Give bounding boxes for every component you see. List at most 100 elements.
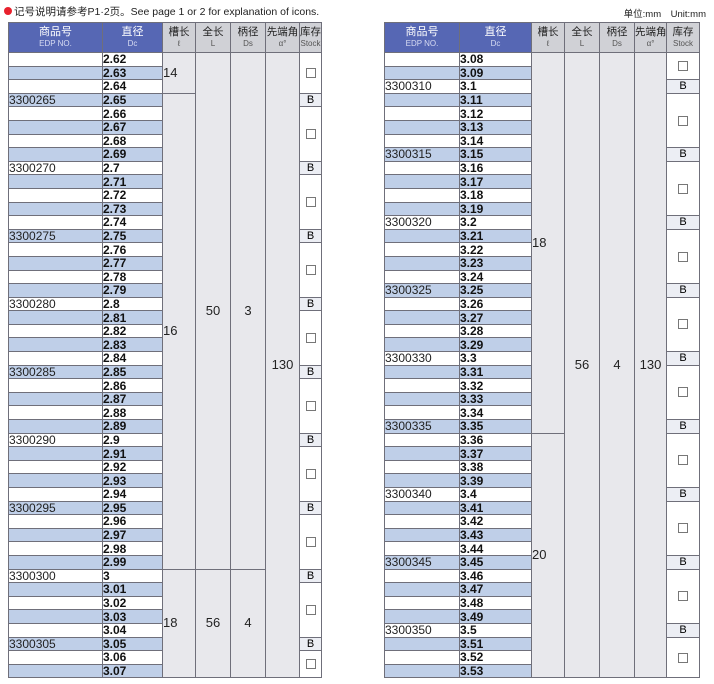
unit-label: 单位:mm Unit:mm bbox=[623, 9, 706, 20]
edp-number-cell bbox=[384, 119, 460, 135]
stock-status-cell bbox=[666, 51, 700, 81]
diameter-cell: 3.27 bbox=[459, 310, 532, 325]
stock-checkbox-icon bbox=[305, 129, 316, 140]
edp-number-cell bbox=[8, 554, 103, 570]
edp-number-cell bbox=[8, 255, 103, 271]
flute-length-cell: 20 bbox=[531, 432, 565, 679]
col-stock-header-zh: 库存 bbox=[300, 25, 321, 38]
diameter-cell: 3.19 bbox=[459, 201, 532, 217]
edp-number-cell bbox=[8, 459, 103, 475]
edp-number-cell bbox=[384, 541, 460, 556]
stock-status-cell bbox=[299, 378, 322, 434]
col-diameter-header-zh: 直径 bbox=[121, 25, 144, 38]
edp-number-cell bbox=[384, 405, 460, 421]
red-bullet-icon bbox=[4, 7, 12, 15]
col-diameter-header-zh: 直径 bbox=[484, 25, 507, 38]
table-row: 3.48 bbox=[384, 595, 700, 611]
edp-number-cell: 3300320 bbox=[384, 215, 460, 230]
stock-status-cell: B bbox=[666, 419, 700, 434]
icon-note-text: 记号说明请参考P1·2页。See page 1 or 2 for explana… bbox=[14, 6, 320, 18]
diameter-cell: 3.07 bbox=[102, 663, 163, 679]
flute-length-cell: 14 bbox=[162, 52, 196, 94]
edp-number-cell bbox=[384, 323, 460, 339]
edp-number-cell bbox=[384, 187, 460, 203]
stock-status-cell: B bbox=[666, 622, 700, 638]
diameter-cell: 3.24 bbox=[459, 269, 532, 285]
table-row: 3300300 3 18 56 4 B bbox=[8, 568, 322, 679]
diameter-cell: 3.16 bbox=[459, 160, 532, 176]
edp-number-cell bbox=[384, 582, 460, 597]
edp-number-cell bbox=[384, 650, 460, 665]
stock-status-cell: B bbox=[666, 487, 700, 502]
stock-checkbox-icon bbox=[678, 387, 688, 398]
edp-number-cell bbox=[384, 473, 460, 488]
col-stock-header: 库存 Stock bbox=[299, 22, 322, 53]
stock-checkbox-icon bbox=[678, 523, 688, 534]
flute-length-cell: 18 bbox=[531, 52, 565, 434]
stock-status-cell: B bbox=[299, 500, 322, 516]
stock-status-cell bbox=[299, 310, 322, 366]
diameter-cell: 3.06 bbox=[102, 650, 163, 665]
col-diameter-header-en: Dc bbox=[127, 38, 138, 48]
edp-number-cell bbox=[384, 296, 460, 312]
stock-checkbox-icon bbox=[305, 333, 316, 344]
stock-status-cell: B bbox=[299, 92, 322, 108]
col-stock-header-en: Stock bbox=[300, 38, 321, 48]
stock-checkbox-icon bbox=[678, 455, 688, 466]
table-row: 3.24 bbox=[384, 269, 700, 285]
edp-number-cell bbox=[8, 119, 103, 135]
diameter-cell: 2.81 bbox=[102, 310, 163, 325]
col-edp-header-en: EDP NO. bbox=[405, 38, 439, 48]
diameter-cell: 3.26 bbox=[459, 296, 532, 312]
diameter-cell: 2.72 bbox=[102, 187, 163, 203]
col-overall-length-header-en: L bbox=[579, 38, 585, 48]
overall-length-cell: 56 bbox=[564, 51, 600, 679]
diameter-cell: 3.31 bbox=[459, 364, 532, 380]
diameter-cell: 2.67 bbox=[102, 119, 163, 135]
edp-number-cell bbox=[384, 663, 460, 679]
edp-number-cell bbox=[384, 160, 460, 176]
header-row: 商品号 EDP NO. 直径 Dc 槽长 ℓ 全长 L 柄径 Ds 先端角 α° 库存 Stock bbox=[8, 22, 322, 53]
diameter-cell: 2.68 bbox=[102, 133, 163, 149]
diameter-cell: 3.5 bbox=[459, 622, 532, 638]
stock-checkbox-icon bbox=[678, 319, 688, 330]
edp-number-cell bbox=[384, 459, 460, 475]
edp-number-cell bbox=[384, 92, 460, 108]
shank-diameter-cell: 3 bbox=[230, 52, 266, 570]
table-row: 3.11 bbox=[384, 92, 700, 149]
table-row: 2.69 bbox=[8, 147, 322, 162]
edp-number-cell: 3300335 bbox=[384, 419, 460, 434]
flute-length-cell: 16 bbox=[162, 92, 196, 570]
table-row: 3.36 20 bbox=[384, 432, 700, 679]
edp-number-cell: 3300305 bbox=[8, 636, 103, 652]
edp-number-cell bbox=[384, 310, 460, 325]
diameter-cell: 2.78 bbox=[102, 269, 163, 285]
edp-number-cell: 3300285 bbox=[8, 364, 103, 380]
stock-status-cell: B bbox=[666, 283, 700, 298]
col-overall-length-header: 全长 L bbox=[195, 22, 231, 53]
diameter-cell: 2.82 bbox=[102, 323, 163, 339]
edp-number-cell bbox=[8, 323, 103, 339]
stock-status-cell: B bbox=[299, 568, 322, 584]
diameter-cell: 3.22 bbox=[459, 242, 532, 257]
diameter-cell: 3.28 bbox=[459, 323, 532, 339]
diameter-cell: 3.18 bbox=[459, 187, 532, 203]
stock-checkbox-icon bbox=[305, 265, 316, 276]
table-row: 2.96 bbox=[8, 514, 322, 570]
table-row: 3.01 bbox=[8, 582, 322, 638]
edp-number-cell bbox=[384, 337, 460, 353]
col-edp-header: 商品号 EDP NO. bbox=[384, 22, 460, 53]
table-row: 3.08 18 56 4 130 bbox=[384, 51, 700, 679]
table-row: 2.89 bbox=[8, 419, 322, 434]
table-row: 3.29 bbox=[384, 337, 700, 353]
col-overall-length-header-zh: 全长 bbox=[571, 25, 593, 38]
edp-number-cell bbox=[384, 364, 460, 380]
stock-status-cell bbox=[666, 92, 700, 149]
stock-status-cell bbox=[299, 242, 322, 298]
diameter-cell: 3.23 bbox=[459, 255, 532, 271]
edp-number-cell: 3300330 bbox=[384, 351, 460, 366]
edp-number-cell bbox=[8, 215, 103, 230]
edp-number-cell bbox=[8, 242, 103, 257]
header-row: 商品号 EDP NO. 直径 Dc 槽长 ℓ 全长 L 柄径 Ds 先端角 α° 库存 Stock bbox=[384, 22, 700, 53]
edp-number-cell bbox=[8, 446, 103, 461]
